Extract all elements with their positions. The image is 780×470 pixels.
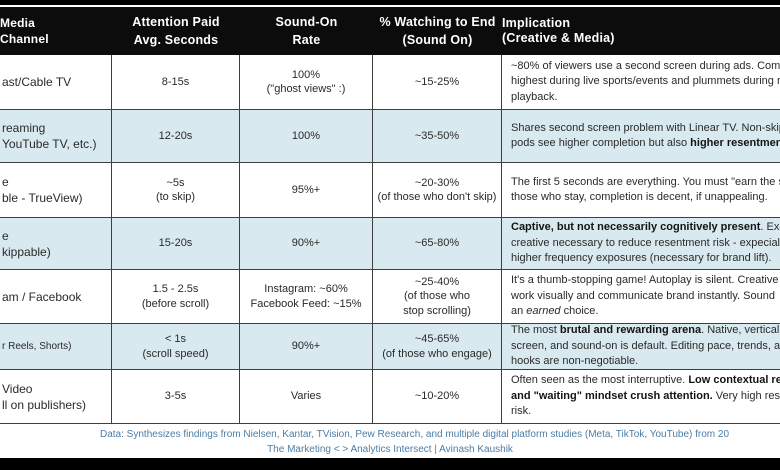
media-channel-cell: e kippable) [0,218,112,269]
media-channel-cell: reaming YouTube TV, etc.) [0,110,112,162]
watch-to-end-cell: ~35-50% [373,110,502,162]
data-source-note: Data: Synthesizes findings from Nielsen,… [100,429,730,440]
watch-to-end-cell: ~45-65% (of those who engage) [373,324,502,369]
footer: Data: Synthesizes findings from Nielsen,… [0,424,780,458]
table-row: reaming YouTube TV, etc.) 12-20s 100% ~35… [0,110,780,163]
attention-seconds-cell: < 1s (scroll speed) [112,324,240,369]
table-row: e ble - TrueView) ~5s (to skip) 95%+ ~20-3… [0,163,780,218]
watch-to-end-cell: ~15-25% [373,55,502,109]
watch-to-end-cell: ~10-20% [373,370,502,423]
implication-cell: Often seen as the most interruptive. Low… [511,374,780,418]
watch-to-end-cell: ~25-40% (of those who stop scrolling) [373,270,502,323]
watch-to-end-cell: ~20-30% (of those who don't skip) [373,163,502,217]
sound-on-rate-cell: 90%+ [240,218,373,269]
media-channel-cell: am / Facebook [0,270,112,323]
sound-on-rate-cell: 90%+ [240,324,373,369]
implication-cell: It's a thumb-stopping game! Autoplay is … [511,274,779,318]
attention-seconds-cell: 3-5s [112,370,240,423]
sound-on-rate-cell: Varies [240,370,373,423]
table-body: ast/Cable TV 8-15s 100% ("ghost views" :)… [0,55,780,424]
sound-on-rate-cell: 95%+ [240,163,373,217]
media-channel-cell: e ble - TrueView) [0,163,112,217]
table-row: r Reels, Shorts) < 1s (scroll speed) 90%+… [0,324,780,370]
sound-on-rate-cell: 100% [240,110,373,162]
table-row: am / Facebook 1.5 - 2.5s (before scroll) … [0,270,780,324]
implication-cell: Captive, but not necessarily cognitively… [511,221,780,265]
implication-cell: The most brutal and rewarding arena. Nat… [511,324,780,368]
table-header-row: Media Channel Attention Paid Avg. Seconds So… [0,7,780,55]
header-cell: Sound-On Rate [275,15,338,47]
header-cell: Media Channel [0,16,49,46]
table-row: Video ll on publishers) 3-5s Varies ~10-2… [0,370,780,424]
attribution-line: The Marketing < > Analytics Intersect | … [267,444,513,455]
implication-cell: Shares second screen problem with Linear… [511,121,780,150]
watch-to-end-cell: ~65-80% [373,218,502,269]
media-attention-table: Media Channel Attention Paid Avg. Seconds So… [0,7,780,424]
attention-seconds-cell: 12-20s [112,110,240,162]
header-cell: % Watching to End (Sound On) [379,15,496,47]
table-row: e kippable) 15-20s 90%+ ~65-80% Captive, … [0,218,780,270]
media-channel-cell: Video ll on publishers) [0,370,112,423]
attention-seconds-cell: ~5s (to skip) [112,163,240,217]
attention-seconds-cell: 8-15s [112,55,240,109]
attention-seconds-cell: 15-20s [112,218,240,269]
media-channel-cell: ast/Cable TV [0,55,112,109]
header-cell: Implication (Creative & Media) [502,15,615,46]
table-inner: Media Channel Attention Paid Avg. Seconds So… [0,7,780,424]
implication-cell: The first 5 seconds are everything. You … [511,175,780,204]
sound-on-rate-cell: 100% ("ghost views" :) [240,55,373,109]
sound-on-rate-cell: Instagram: ~60% Facebook Feed: ~15% [240,270,373,323]
media-channel-cell: r Reels, Shorts) [0,324,112,369]
bottom-letterbox-bar [0,458,780,470]
table-row: ast/Cable TV 8-15s 100% ("ghost views" :)… [0,55,780,110]
header-cell: Attention Paid Avg. Seconds [132,15,220,47]
attention-seconds-cell: 1.5 - 2.5s (before scroll) [112,270,240,323]
implication-cell: ~80% of viewers use a second screen duri… [511,59,780,103]
top-letterbox-bar [0,0,780,5]
